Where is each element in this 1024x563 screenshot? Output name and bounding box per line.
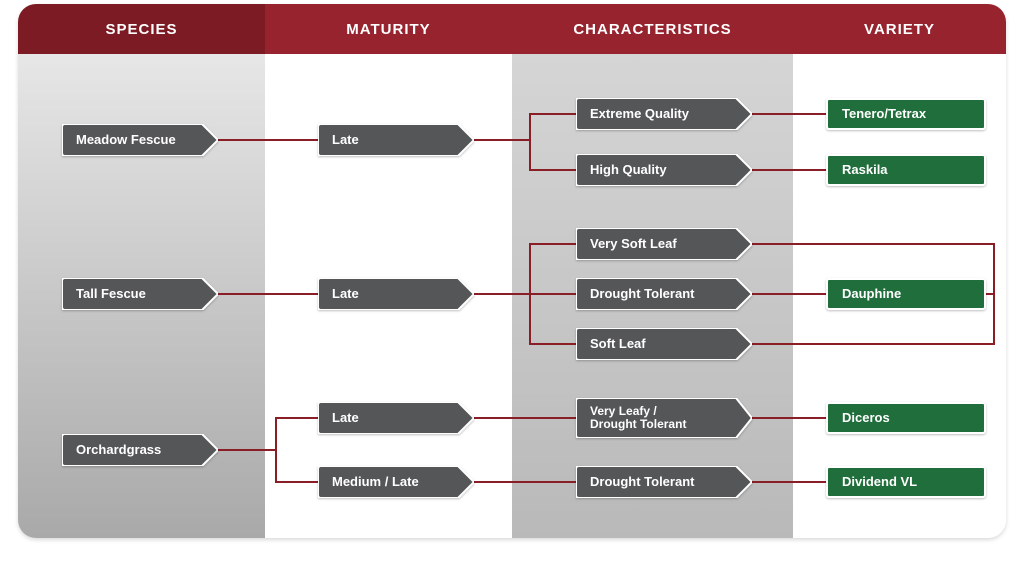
chip-label: Tenero/Tetrax [842,107,926,121]
column-header-variety: VARIETY [793,4,1006,54]
chip-label: Raskila [842,163,888,177]
chip-mt-meadow: Late [318,124,474,156]
chip-sp-orchard: Orchardgrass [62,434,218,466]
chip-label: Dauphine [842,287,901,301]
chip-label: Extreme Quality [590,107,689,121]
chip-label: Medium / Late [332,475,419,489]
chip-ch-vsoft: Very Soft Leaf [576,228,752,260]
chip-sp-meadow: Meadow Fescue [62,124,218,156]
column-bg-variety [793,4,1006,538]
chip-label: Diceros [842,411,890,425]
chip-ch-soft: Soft Leaf [576,328,752,360]
flowchart-container: SPECIESMATURITYCHARACTERISTICSVARIETY Me… [18,4,1006,538]
chip-label: Drought Tolerant [590,475,694,489]
chip-label: Tall Fescue [76,287,146,301]
chip-sp-tall: Tall Fescue [62,278,218,310]
chip-ch-drought: Drought Tolerant [576,278,752,310]
chip-vr-dividend: Dividend VL [826,466,986,498]
column-bg-maturity [265,4,512,538]
chip-label: Late [332,133,359,147]
chip-ch-high: High Quality [576,154,752,186]
chip-mt-tall: Late [318,278,474,310]
chip-mt-orch1: Late [318,402,474,434]
chip-label: Late [332,411,359,425]
column-header-maturity: MATURITY [265,4,512,54]
chip-vr-dauphine: Dauphine [826,278,986,310]
column-header-characteristics: CHARACTERISTICS [512,4,793,54]
chip-label: Drought Tolerant [590,287,694,301]
column-header-species: SPECIES [18,4,265,54]
chip-label: High Quality [590,163,667,177]
chip-label: Very Soft Leaf [590,237,677,251]
chip-vr-raskila: Raskila [826,154,986,186]
chip-label: Dividend VL [842,475,917,489]
chip-label: Meadow Fescue [76,133,176,147]
chip-label: Soft Leaf [590,337,646,351]
chip-mt-orch2: Medium / Late [318,466,474,498]
chip-label: Late [332,287,359,301]
chip-vr-tenero: Tenero/Tetrax [826,98,986,130]
chip-ch-extreme: Extreme Quality [576,98,752,130]
column-bg-characteristics [512,4,793,538]
chip-ch-leafy: Very Leafy / Drought Tolerant [576,398,752,438]
chip-ch-drought2: Drought Tolerant [576,466,752,498]
chip-label: Orchardgrass [76,443,161,457]
chip-label: Very Leafy / Drought Tolerant [590,405,686,431]
chip-vr-diceros: Diceros [826,402,986,434]
